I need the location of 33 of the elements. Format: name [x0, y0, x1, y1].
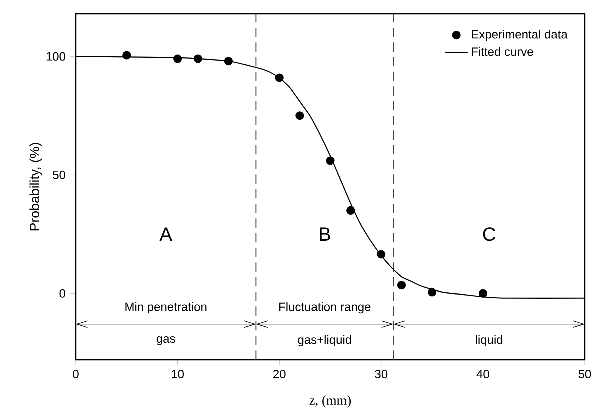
x-tick-label: 40	[476, 370, 490, 379]
annotation: gas+liquid	[298, 335, 352, 347]
annotation: A	[160, 228, 172, 241]
point	[224, 57, 233, 66]
point	[377, 250, 386, 259]
point	[428, 288, 437, 297]
point	[296, 112, 304, 120]
y-axis-title: Probability, (%)	[30, 143, 42, 231]
x-tick-label: 10	[172, 370, 184, 379]
y-tick-label: 50	[53, 170, 66, 180]
point	[346, 206, 356, 215]
annotation: liquid	[476, 335, 503, 347]
point	[275, 74, 284, 82]
x-axis-title: z, (mm)	[310, 396, 352, 408]
point	[174, 54, 182, 64]
annotation: gas	[156, 336, 176, 346]
annotation: Fluctuation range	[280, 302, 371, 314]
annotation: C	[483, 228, 496, 242]
annotation: Min penetration	[126, 302, 207, 314]
legend-label: Experimental data	[472, 30, 568, 42]
x-tick-label: 30	[375, 370, 388, 379]
y-tick-label: 0	[60, 289, 66, 298]
point	[478, 289, 488, 298]
x-tick-label: 20	[274, 370, 286, 379]
annotation: B	[320, 228, 330, 241]
x-tick-label: 50	[578, 370, 592, 379]
legend-label: Fitted curve	[472, 47, 534, 56]
x-tick-label: 0	[73, 370, 79, 379]
point	[397, 281, 406, 290]
point	[122, 51, 132, 60]
y-tick-label: 100	[46, 52, 66, 61]
point	[326, 156, 335, 166]
point	[194, 54, 202, 64]
